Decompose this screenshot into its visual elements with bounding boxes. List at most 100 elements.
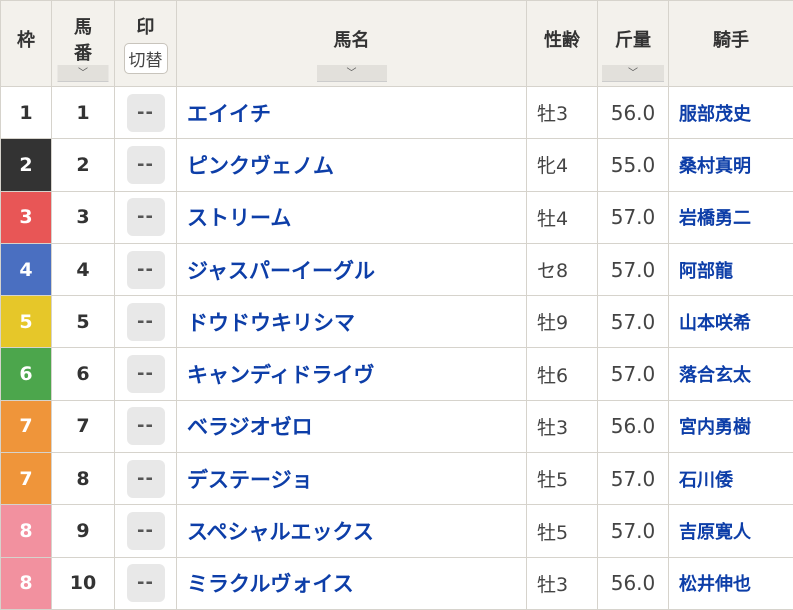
sex-age: セ8 — [526, 242, 598, 297]
mark-button[interactable]: -- — [126, 512, 165, 551]
horse-name-link[interactable]: エイイチ — [176, 85, 527, 140]
header-name[interactable]: 馬名 ﹀ — [176, 0, 527, 87]
header-sex-age: 性齢 — [526, 0, 598, 87]
table-row: 8 10 -- ミラクルヴォイス 牡3 56.0 松井伸也 — [0, 556, 793, 610]
frame-number: 6 — [0, 347, 52, 401]
mark-cell: -- — [114, 295, 177, 349]
table-row: 3 3 -- ストリーム 牡4 57.0 岩橋勇二 — [0, 190, 793, 244]
table-row: 5 5 -- ドウドウキリシマ 牡9 57.0 山本咲希 — [0, 295, 793, 349]
mark-cell: -- — [114, 556, 177, 610]
sex-age: 牡9 — [526, 295, 598, 349]
header-waku: 枠 — [0, 0, 52, 87]
jockey-link[interactable]: 吉原寛人 — [668, 504, 793, 558]
mark-cell: -- — [114, 347, 177, 401]
jockey-link[interactable]: 服部茂史 — [668, 85, 793, 140]
sex-age: 牝4 — [526, 138, 598, 192]
sex-age: 牡3 — [526, 85, 598, 140]
horse-name-link[interactable]: ベラジオゼロ — [176, 399, 527, 454]
frame-number: 3 — [0, 190, 52, 244]
mark-cell: -- — [114, 190, 177, 244]
jockey-link[interactable]: 宮内勇樹 — [668, 399, 793, 454]
frame-number: 2 — [0, 138, 52, 192]
toggle-button[interactable]: 切替 — [123, 43, 168, 74]
frame-number: 7 — [0, 399, 52, 454]
frame-number: 5 — [0, 295, 52, 349]
frame-number: 1 — [0, 85, 52, 140]
mark-cell: -- — [114, 242, 177, 297]
horse-number: 7 — [51, 399, 115, 454]
horse-number: 9 — [51, 504, 115, 558]
weight: 57.0 — [597, 242, 669, 297]
jockey-link[interactable]: 石川倭 — [668, 452, 793, 506]
weight: 56.0 — [597, 556, 669, 610]
frame-number: 4 — [0, 242, 52, 297]
mark-button[interactable]: -- — [126, 250, 165, 289]
horse-name-link[interactable]: ジャスパーイーグル — [176, 242, 527, 297]
mark-button[interactable]: -- — [126, 93, 165, 132]
table-row: 8 9 -- スペシャルエックス 牡5 57.0 吉原寛人 — [0, 504, 793, 558]
mark-button[interactable]: -- — [126, 355, 165, 394]
weight: 57.0 — [597, 295, 669, 349]
horse-name-link[interactable]: ドウドウキリシマ — [176, 295, 527, 349]
horse-number: 5 — [51, 295, 115, 349]
horse-number: 1 — [51, 85, 115, 140]
frame-number: 7 — [0, 452, 52, 506]
mark-cell: -- — [114, 138, 177, 192]
mark-cell: -- — [114, 452, 177, 506]
horse-name-link[interactable]: スペシャルエックス — [176, 504, 527, 558]
mark-button[interactable]: -- — [126, 198, 165, 237]
horse-name-link[interactable]: ストリーム — [176, 190, 527, 244]
header-umaban[interactable]: 馬番 ﹀ — [51, 0, 115, 87]
mark-button[interactable]: -- — [126, 407, 165, 446]
frame-number: 8 — [0, 556, 52, 610]
horse-name-link[interactable]: ミラクルヴォイス — [176, 556, 527, 610]
horse-name-link[interactable]: ピンクヴェノム — [176, 138, 527, 192]
jockey-link[interactable]: 山本咲希 — [668, 295, 793, 349]
table-row: 1 1 -- エイイチ 牡3 56.0 服部茂史 — [0, 85, 793, 140]
mark-cell: -- — [114, 504, 177, 558]
sex-age: 牡3 — [526, 556, 598, 610]
sex-age: 牡6 — [526, 347, 598, 401]
weight: 57.0 — [597, 347, 669, 401]
jockey-link[interactable]: 阿部龍 — [668, 242, 793, 297]
mark-cell: -- — [114, 399, 177, 454]
table-row: 4 4 -- ジャスパーイーグル セ8 57.0 阿部龍 — [0, 242, 793, 297]
table-row: 6 6 -- キャンディドライヴ 牡6 57.0 落合玄太 — [0, 347, 793, 401]
horse-number: 3 — [51, 190, 115, 244]
chevron-down-icon[interactable]: ﹀ — [57, 65, 109, 82]
header-weight[interactable]: 斤量 ﹀ — [597, 0, 669, 87]
table-row: 7 8 -- デステージョ 牡5 57.0 石川倭 — [0, 452, 793, 506]
mark-button[interactable]: -- — [126, 145, 165, 184]
jockey-link[interactable]: 岩橋勇二 — [668, 190, 793, 244]
chevron-down-icon[interactable]: ﹀ — [316, 65, 387, 82]
sex-age: 牡5 — [526, 452, 598, 506]
horse-number: 6 — [51, 347, 115, 401]
weight: 56.0 — [597, 85, 669, 140]
weight: 57.0 — [597, 504, 669, 558]
mark-button[interactable]: -- — [126, 564, 165, 603]
header-jockey: 騎手 — [668, 0, 793, 87]
horse-number: 2 — [51, 138, 115, 192]
sex-age: 牡4 — [526, 190, 598, 244]
header-mark: 印切替 — [114, 0, 177, 87]
chevron-down-icon[interactable]: ﹀ — [602, 65, 664, 82]
mark-button[interactable]: -- — [126, 459, 165, 498]
weight: 56.0 — [597, 399, 669, 454]
weight: 57.0 — [597, 190, 669, 244]
table-row: 7 7 -- ベラジオゼロ 牡3 56.0 宮内勇樹 — [0, 399, 793, 454]
jockey-link[interactable]: 桑村真明 — [668, 138, 793, 192]
mark-button[interactable]: -- — [126, 302, 165, 341]
sex-age: 牡3 — [526, 399, 598, 454]
horse-number: 8 — [51, 452, 115, 506]
frame-number: 8 — [0, 504, 52, 558]
jockey-link[interactable]: 落合玄太 — [668, 347, 793, 401]
horse-number: 4 — [51, 242, 115, 297]
weight: 55.0 — [597, 138, 669, 192]
sex-age: 牡5 — [526, 504, 598, 558]
jockey-link[interactable]: 松井伸也 — [668, 556, 793, 610]
horse-name-link[interactable]: キャンディドライヴ — [176, 347, 527, 401]
horse-name-link[interactable]: デステージョ — [176, 452, 527, 506]
weight: 57.0 — [597, 452, 669, 506]
mark-cell: -- — [114, 85, 177, 140]
